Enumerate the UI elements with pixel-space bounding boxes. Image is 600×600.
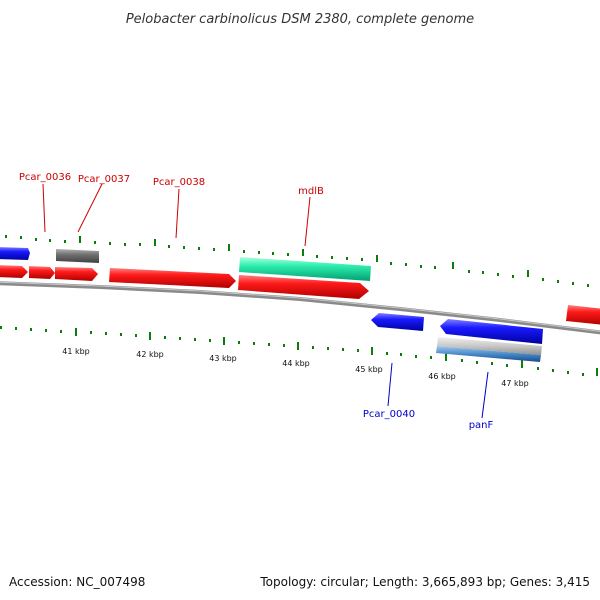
tick-label-46: 46 kbp [428, 372, 456, 381]
accession-text: Accession: NC_007498 [9, 575, 145, 589]
gene-labels: Pcar_0036 Pcar_0037 Pcar_0038 mdlB Pcar_… [19, 172, 494, 431]
genome-backbone-highlight [0, 281, 600, 332]
gene-arrow-pcar-0038 [109, 268, 236, 288]
leader-pcar-0040 [387, 362, 393, 407]
leader-panf [481, 371, 489, 419]
gene-arrow-mdlb [238, 275, 369, 299]
tick-label-44: 44 kbp [282, 359, 310, 368]
gene-label-pcar-0037[interactable]: Pcar_0037 [78, 174, 130, 185]
leader-pcar-0038 [175, 188, 180, 239]
gene-arrow-red-1 [0, 265, 28, 278]
leader-pcar-0037 [77, 183, 103, 233]
gene-label-panf[interactable]: panF [469, 420, 494, 431]
tick-label-45: 45 kbp [355, 365, 383, 374]
tick-label-41: 41 kbp [62, 347, 90, 356]
reverse-strand-features [371, 313, 543, 344]
gene-arrow-red-3 [55, 267, 98, 281]
lower-features [436, 337, 542, 362]
gene-arrow-red-right [566, 305, 600, 325]
genome-summary-text: Topology: circular; Length: 3,665,893 bp… [259, 575, 590, 589]
gene-arrow-pcar-0040 [371, 313, 424, 331]
leader-pcar-0036 [42, 183, 46, 233]
feature-band-steel [436, 346, 541, 362]
upper-tick-ring [5, 235, 589, 287]
outer-features [0, 247, 371, 281]
map-title: Pelobacter carbinolicus DSM 2380, comple… [126, 12, 474, 27]
tick-label-47: 47 kbp [501, 379, 529, 388]
gene-label-pcar-0040[interactable]: Pcar_0040 [363, 409, 415, 420]
tick-label-43: 43 kbp [209, 354, 237, 363]
genome-backbone [0, 281, 600, 335]
gene-arrow-blue-left [0, 247, 30, 260]
leader-mdlb [304, 196, 311, 247]
feature-band-silver [437, 337, 542, 355]
gene-label-pcar-0036[interactable]: Pcar_0036 [19, 172, 71, 183]
gene-arrow-panf [440, 319, 543, 344]
forward-strand-features [0, 265, 600, 325]
lower-tick-ring [0, 326, 598, 376]
kbp-labels: 41 kbp 42 kbp 43 kbp 44 kbp 45 kbp 46 kb… [62, 347, 529, 388]
tick-label-42: 42 kbp [136, 350, 164, 359]
gene-label-mdlb[interactable]: mdlB [298, 186, 324, 197]
rna-block-mdlb [239, 257, 371, 281]
gene-arrow-red-2 [29, 266, 55, 279]
gene-block-pcar-0037 [56, 249, 99, 263]
label-leaders [42, 183, 489, 419]
gene-label-pcar-0038[interactable]: Pcar_0038 [153, 177, 205, 188]
